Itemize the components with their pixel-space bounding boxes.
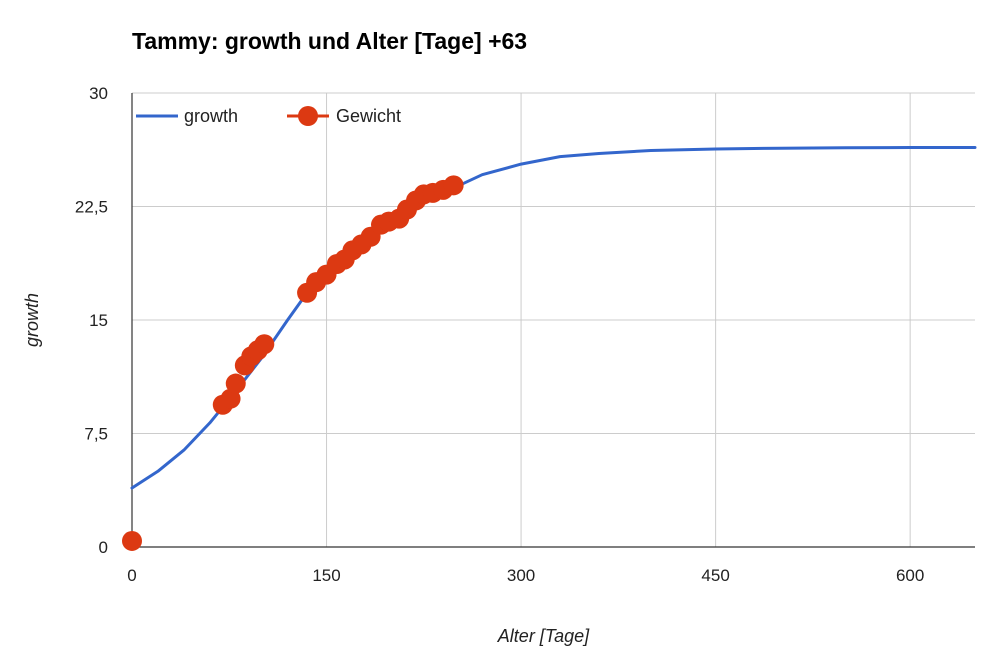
data-point-Gewicht [220, 388, 241, 409]
data-point-Gewicht [254, 334, 275, 355]
legend-label-Gewicht: Gewicht [336, 106, 401, 126]
y-tick-label: 30 [89, 84, 108, 103]
data-point-Gewicht [443, 175, 464, 196]
x-tick-label: 0 [127, 566, 136, 585]
series [122, 146, 977, 551]
y-tick-label: 22,5 [75, 198, 108, 217]
data-point-Gewicht [225, 373, 246, 394]
x-tick-label: 450 [701, 566, 729, 585]
y-tick-label: 15 [89, 311, 108, 330]
y-axis-title: growth [22, 293, 42, 347]
x-tick-label: 600 [896, 566, 924, 585]
x-tick-label: 150 [312, 566, 340, 585]
chart-title: Tammy: growth und Alter [Tage] +63 [132, 28, 528, 54]
gridlines [132, 92, 975, 547]
legend: growth Gewicht [136, 106, 401, 126]
y-tick-label: 7,5 [84, 425, 108, 444]
x-tick-label: 300 [507, 566, 535, 585]
legend-label-growth: growth [184, 106, 238, 126]
y-tick-label: 0 [99, 538, 108, 557]
data-point-Gewicht [122, 530, 142, 551]
series-line-growth [130, 146, 977, 490]
x-axis-title: Alter [Tage] [497, 626, 590, 646]
legend-marker-Gewicht [298, 106, 318, 126]
